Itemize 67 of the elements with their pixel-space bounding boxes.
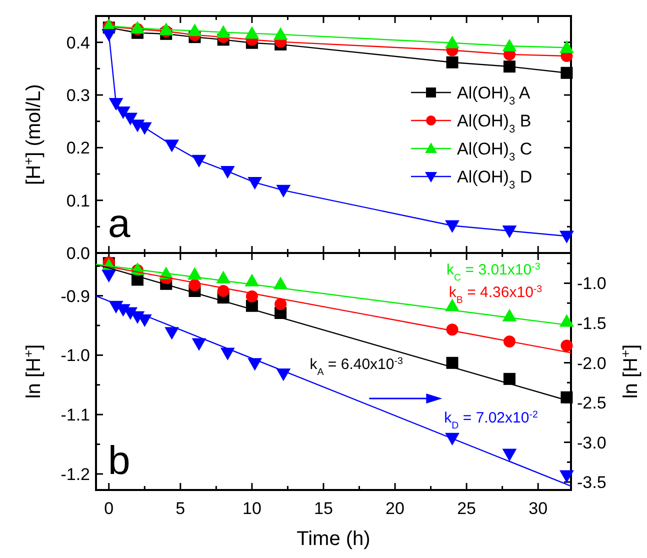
- point: [164, 327, 180, 340]
- annotation: a: [108, 202, 131, 246]
- x-tick-label: 5: [176, 499, 186, 518]
- y2-tick-label: -1.0: [577, 274, 606, 294]
- point: [273, 27, 288, 40]
- y-tick-label: -0.9: [60, 286, 90, 306]
- y2-tick-label: -1.5: [577, 314, 606, 333]
- point: [192, 154, 206, 168]
- point: [274, 298, 287, 310]
- y2-tick-label: -2.0: [577, 354, 606, 373]
- annotation: k$_{C}$ = 3.01x10$^{-3}$: [446, 260, 540, 283]
- point: [102, 29, 116, 42]
- point: [248, 177, 262, 190]
- point: [164, 140, 180, 152]
- legend-label: Al(OH)$_{3}$ C: [457, 140, 532, 164]
- y-tick-label: 0.3: [66, 86, 90, 105]
- point: [445, 36, 460, 48]
- point: [503, 372, 516, 385]
- point: [188, 24, 202, 36]
- point: [192, 338, 206, 351]
- point: [130, 20, 145, 34]
- point: [102, 270, 116, 282]
- point: [560, 340, 573, 352]
- point: [560, 40, 574, 53]
- point: [123, 112, 138, 126]
- point: [502, 225, 517, 238]
- point: [158, 22, 174, 36]
- x-tick-label: 0: [104, 499, 114, 518]
- legend-label: Al(OH)$_{3}$ A: [457, 84, 531, 108]
- point: [446, 356, 458, 369]
- x-axis-title: Time (h): [296, 528, 370, 550]
- legend-label: Al(OH)$_{3}$ B: [457, 112, 532, 136]
- y-tick-label: -1.1: [60, 406, 90, 425]
- x-tick-label: 30: [528, 499, 548, 518]
- point: [446, 56, 458, 68]
- point: [220, 166, 235, 179]
- x-tick-label: 25: [457, 499, 476, 518]
- point: [108, 98, 124, 111]
- point: [276, 184, 291, 198]
- point: [560, 230, 574, 244]
- point: [560, 66, 573, 79]
- point: [216, 25, 231, 38]
- y-tick-label: 0.2: [66, 138, 90, 158]
- point: [502, 448, 517, 462]
- y-tick-label: -1.0: [60, 346, 90, 366]
- y-tick-label: 0.1: [66, 191, 90, 210]
- annotation: k$_{A}$ = 6.40x10$^{-3}$: [310, 356, 403, 378]
- annotation: k$_{D}$ = 7.02x10$^{-2}$: [444, 408, 538, 431]
- x-tick-label: 15: [314, 499, 333, 518]
- x-tick-label: 20: [386, 499, 404, 518]
- point: [116, 106, 130, 120]
- point: [502, 38, 517, 52]
- y2-tick-label: -2.5: [577, 394, 606, 413]
- y-tick-label: 0.0: [66, 244, 90, 263]
- x-tick-label: 10: [242, 499, 262, 518]
- point: [445, 220, 460, 233]
- annotation: k$_{B}$ = 4.36x10$^{-3}$: [448, 283, 542, 306]
- point: [248, 358, 262, 371]
- point: [244, 26, 260, 39]
- y-tick-label: -1.2: [60, 464, 90, 484]
- point: [560, 470, 574, 483]
- point: [503, 60, 516, 73]
- y2-tick-label: -3.5: [577, 473, 606, 492]
- y2-tick-label: -3.0: [577, 433, 606, 452]
- legend-label: Al(OH)$_{3}$ D: [457, 168, 532, 192]
- y-tick-label: 0.4: [66, 33, 90, 52]
- annotation: b: [108, 439, 130, 483]
